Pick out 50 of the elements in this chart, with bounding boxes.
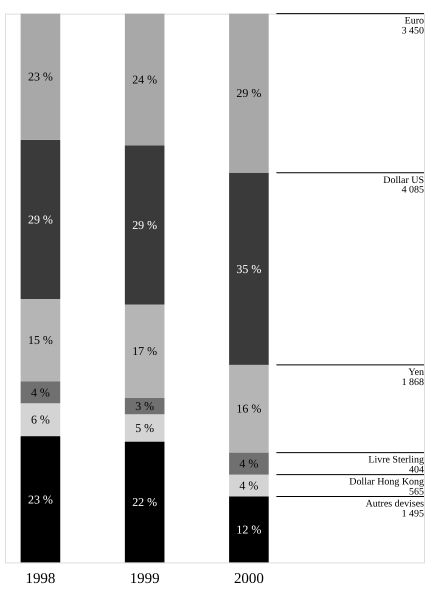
bar xyxy=(229,496,269,562)
bar xyxy=(124,145,164,304)
bar xyxy=(20,14,60,140)
x-tick-label: 1998 xyxy=(25,570,56,587)
text: 1 495 xyxy=(402,508,424,520)
data-label: 29 % xyxy=(132,218,158,232)
bar xyxy=(124,414,164,442)
data-label: 3 % xyxy=(135,398,154,413)
data-label: 35 % xyxy=(236,262,262,276)
data-label: 15 % xyxy=(28,333,53,348)
text: Autres devises xyxy=(366,498,424,510)
text: 1 868 xyxy=(402,376,424,388)
bar xyxy=(124,304,164,398)
bar xyxy=(20,298,60,382)
data-label: 16 % xyxy=(236,402,262,416)
bar xyxy=(229,172,269,365)
text: Yen xyxy=(408,366,424,378)
data-label: 24 % xyxy=(132,72,158,86)
bar xyxy=(20,436,60,562)
data-label: 23 % xyxy=(28,492,53,506)
bar xyxy=(124,14,164,146)
bar xyxy=(229,14,269,173)
text: Livre Sterling xyxy=(368,454,424,466)
bar xyxy=(229,474,269,497)
bar xyxy=(124,442,164,562)
text: Dollar US xyxy=(383,174,424,186)
bar xyxy=(20,381,60,404)
text: 4 085 xyxy=(402,184,424,196)
data-label: 4 % xyxy=(239,456,258,471)
data-label: 29 % xyxy=(28,212,53,226)
data-label: 5 % xyxy=(135,420,154,435)
bar xyxy=(229,452,269,475)
text: 3 450 xyxy=(402,26,424,37)
x-tick-label: 1999 xyxy=(130,570,160,587)
data-label: 29 % xyxy=(236,86,262,100)
text: Dollar Hong Kong xyxy=(349,476,424,488)
data-label: 6 % xyxy=(30,412,50,427)
bar xyxy=(20,403,60,436)
x-tick-label: 2000 xyxy=(234,570,264,587)
data-label: 12 % xyxy=(236,522,262,536)
data-label: 4 % xyxy=(239,478,258,493)
bar xyxy=(20,140,60,299)
data-label: 23 % xyxy=(28,70,53,84)
data-label: 17 % xyxy=(132,344,158,358)
bar xyxy=(229,364,269,453)
text: 565 xyxy=(409,486,424,498)
text: 404 xyxy=(409,464,424,476)
data-label: 4 % xyxy=(30,385,50,400)
text: Euro xyxy=(404,16,424,27)
data-label: 22 % xyxy=(132,495,158,510)
